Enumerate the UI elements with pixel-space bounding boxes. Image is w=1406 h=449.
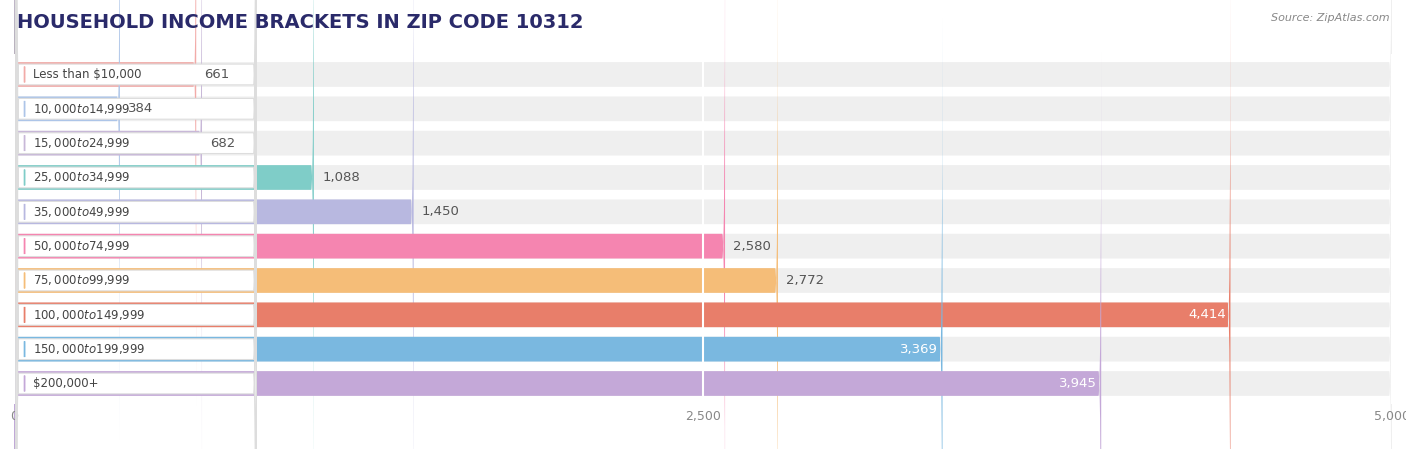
Text: $10,000 to $14,999: $10,000 to $14,999 xyxy=(32,102,131,116)
FancyBboxPatch shape xyxy=(17,16,256,449)
FancyBboxPatch shape xyxy=(17,0,256,442)
Text: $200,000+: $200,000+ xyxy=(32,377,98,390)
FancyBboxPatch shape xyxy=(14,0,202,449)
Text: 2,580: 2,580 xyxy=(734,240,770,253)
FancyBboxPatch shape xyxy=(17,0,256,449)
Text: 682: 682 xyxy=(211,136,236,150)
Text: $100,000 to $149,999: $100,000 to $149,999 xyxy=(32,308,145,322)
Text: $25,000 to $34,999: $25,000 to $34,999 xyxy=(32,171,131,185)
Text: 1,088: 1,088 xyxy=(322,171,360,184)
Text: $15,000 to $24,999: $15,000 to $24,999 xyxy=(32,136,131,150)
FancyBboxPatch shape xyxy=(14,0,1392,449)
Text: Source: ZipAtlas.com: Source: ZipAtlas.com xyxy=(1271,13,1389,23)
FancyBboxPatch shape xyxy=(14,0,1392,449)
FancyBboxPatch shape xyxy=(14,0,1392,449)
FancyBboxPatch shape xyxy=(14,53,1392,449)
FancyBboxPatch shape xyxy=(14,0,1230,449)
FancyBboxPatch shape xyxy=(17,51,256,449)
Text: 1,450: 1,450 xyxy=(422,205,460,218)
FancyBboxPatch shape xyxy=(17,85,256,449)
FancyBboxPatch shape xyxy=(14,0,1392,405)
FancyBboxPatch shape xyxy=(14,0,1392,449)
FancyBboxPatch shape xyxy=(17,0,256,449)
Text: Less than $10,000: Less than $10,000 xyxy=(32,68,141,81)
Text: $50,000 to $74,999: $50,000 to $74,999 xyxy=(32,239,131,253)
FancyBboxPatch shape xyxy=(14,0,413,449)
Text: 2,772: 2,772 xyxy=(786,274,824,287)
Text: HOUSEHOLD INCOME BRACKETS IN ZIP CODE 10312: HOUSEHOLD INCOME BRACKETS IN ZIP CODE 10… xyxy=(17,13,583,32)
Text: 4,414: 4,414 xyxy=(1188,308,1226,321)
FancyBboxPatch shape xyxy=(14,0,314,449)
FancyBboxPatch shape xyxy=(14,0,778,449)
FancyBboxPatch shape xyxy=(14,18,1392,449)
Text: $35,000 to $49,999: $35,000 to $49,999 xyxy=(32,205,131,219)
FancyBboxPatch shape xyxy=(14,0,1392,449)
Text: 384: 384 xyxy=(128,102,153,115)
FancyBboxPatch shape xyxy=(17,0,256,449)
FancyBboxPatch shape xyxy=(14,0,725,449)
FancyBboxPatch shape xyxy=(14,0,120,440)
FancyBboxPatch shape xyxy=(14,0,1392,449)
FancyBboxPatch shape xyxy=(14,0,1392,440)
FancyBboxPatch shape xyxy=(17,0,256,407)
Text: $75,000 to $99,999: $75,000 to $99,999 xyxy=(32,273,131,287)
FancyBboxPatch shape xyxy=(14,53,1101,449)
Text: 3,369: 3,369 xyxy=(900,343,938,356)
FancyBboxPatch shape xyxy=(17,0,256,373)
Text: $150,000 to $199,999: $150,000 to $199,999 xyxy=(32,342,145,356)
FancyBboxPatch shape xyxy=(14,18,942,449)
FancyBboxPatch shape xyxy=(17,0,256,449)
Text: 3,945: 3,945 xyxy=(1059,377,1097,390)
FancyBboxPatch shape xyxy=(14,0,197,405)
Text: 661: 661 xyxy=(204,68,229,81)
